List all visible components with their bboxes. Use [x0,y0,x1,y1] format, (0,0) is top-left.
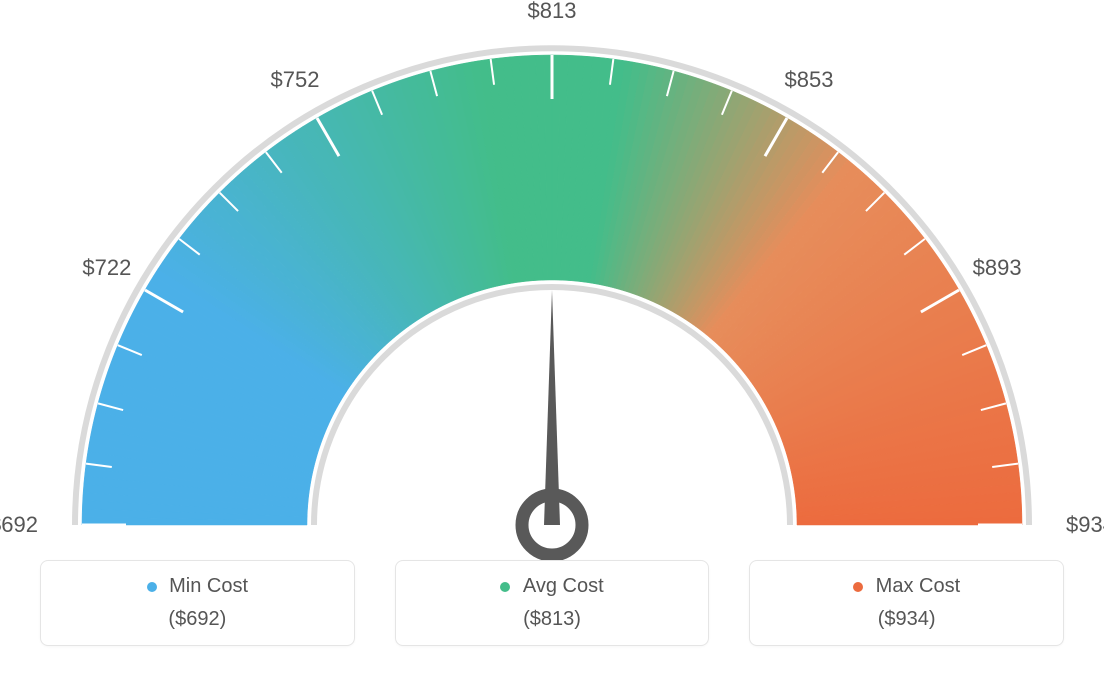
legend-row: Min Cost ($692) Avg Cost ($813) Max Cost… [0,560,1104,646]
gauge-tick-label: $853 [785,67,834,92]
gauge-tick-label: $722 [82,255,131,280]
legend-label-min: Min Cost [169,575,248,598]
gauge-tick-label: $692 [0,512,38,537]
legend-dot-avg [500,582,510,592]
legend-card-min: Min Cost ($692) [40,560,355,646]
gauge-tick-label: $752 [271,67,320,92]
legend-value-avg: ($813) [396,608,709,631]
legend-card-max: Max Cost ($934) [749,560,1064,646]
gauge-tick-label: $934 [1066,512,1104,537]
gauge-tick-label: $893 [973,255,1022,280]
legend-label-max: Max Cost [876,575,960,598]
legend-dot-min [147,582,157,592]
gauge-svg: $692 $722 $752 $813 $853 $893 $934 [0,0,1104,560]
legend-dot-max [853,582,863,592]
gauge-tick-label: $813 [528,0,577,23]
legend-value-min: ($692) [41,608,354,631]
gauge-chart: $692 $722 $752 $813 $853 $893 $934 [0,0,1104,560]
legend-label-avg: Avg Cost [523,575,604,598]
legend-value-max: ($934) [750,608,1063,631]
legend-card-avg: Avg Cost ($813) [395,560,710,646]
